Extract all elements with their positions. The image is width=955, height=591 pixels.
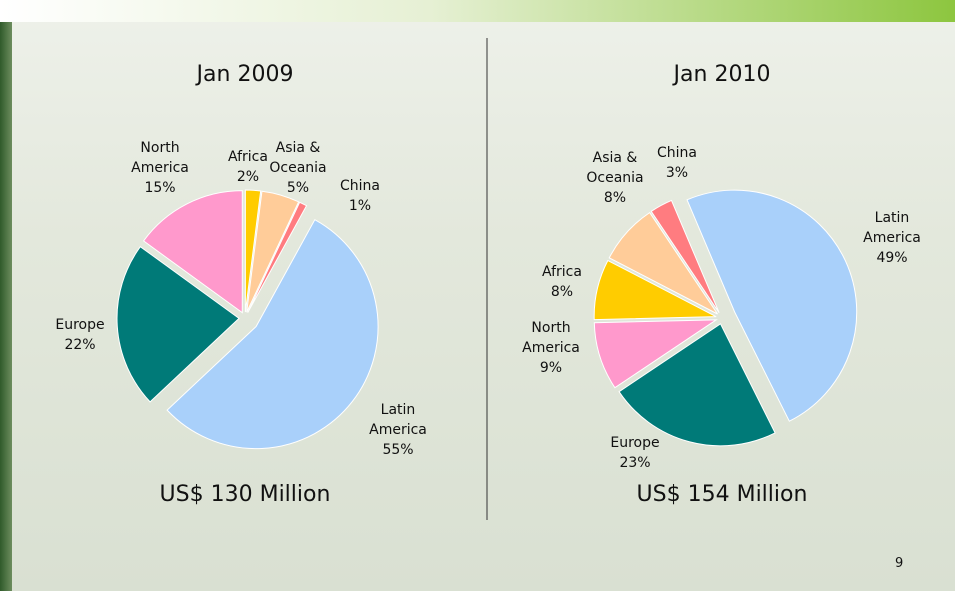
slice-value: 1% (348, 198, 372, 214)
pie-slice (686, 189, 858, 422)
chart-subtitle: US$ 130 Million (159, 482, 331, 507)
pie-slice (593, 319, 718, 389)
slice-value: 9% (539, 360, 563, 376)
slice-name: Latin America (369, 402, 427, 438)
pie-slice (244, 189, 262, 313)
pie-slice (166, 218, 379, 450)
pie-slice (246, 190, 300, 313)
slice-name: Asia & Oceania (269, 140, 327, 176)
pie-slice (618, 323, 776, 447)
slice-name: Latin America (863, 210, 921, 246)
slice-value: 49% (876, 250, 908, 266)
slice-label: China 1% (322, 176, 398, 216)
slice-label: Latin America 49% (854, 208, 930, 268)
slice-label: Africa 8% (524, 262, 600, 302)
slice-value: 15% (144, 180, 176, 196)
page-number: 9 (895, 556, 904, 571)
slice-label: Asia & Oceania 5% (260, 138, 336, 198)
pie-slice (142, 190, 243, 314)
slice-value: 23% (619, 455, 651, 471)
slice-value: 8% (550, 284, 574, 300)
chart-subtitle: US$ 154 Million (636, 482, 808, 507)
slice-label: Europe 23% (597, 433, 673, 473)
slice-name: North America (131, 140, 189, 176)
pie-slice (593, 259, 717, 321)
slice-name: North America (522, 320, 580, 356)
slice-value: 2% (236, 169, 260, 185)
slice-label: Latin America 55% (360, 400, 436, 460)
slice-label: North America 9% (513, 318, 589, 378)
slice-value: 5% (286, 180, 310, 196)
slice-name: Europe (610, 435, 660, 451)
slice-label: Asia & Oceania 8% (577, 148, 653, 208)
slice-name: China (340, 178, 380, 194)
slice-name: China (657, 145, 697, 161)
pie-slice (116, 245, 240, 403)
slice-name: Asia & Oceania (586, 150, 644, 186)
slice-label: Africa 2% (210, 147, 286, 187)
slice-label: China 3% (639, 143, 715, 183)
pie-slice (608, 211, 718, 315)
slice-name: Africa (228, 149, 268, 165)
slice-value: 8% (603, 190, 627, 206)
top-bar (0, 0, 955, 22)
pie-slice (650, 199, 720, 314)
slice-label: Europe 22% (42, 315, 118, 355)
chart-title: Jan 2010 (673, 62, 771, 87)
pie-slice (247, 201, 308, 313)
slice-value: 22% (64, 337, 96, 353)
left-bar (0, 22, 12, 591)
chart-title: Jan 2009 (196, 62, 294, 87)
slice-label: North America 15% (122, 138, 198, 198)
slice-name: Europe (55, 317, 105, 333)
slice-name: Africa (542, 264, 582, 280)
slice-value: 55% (382, 442, 414, 458)
slice-value: 3% (665, 165, 689, 181)
